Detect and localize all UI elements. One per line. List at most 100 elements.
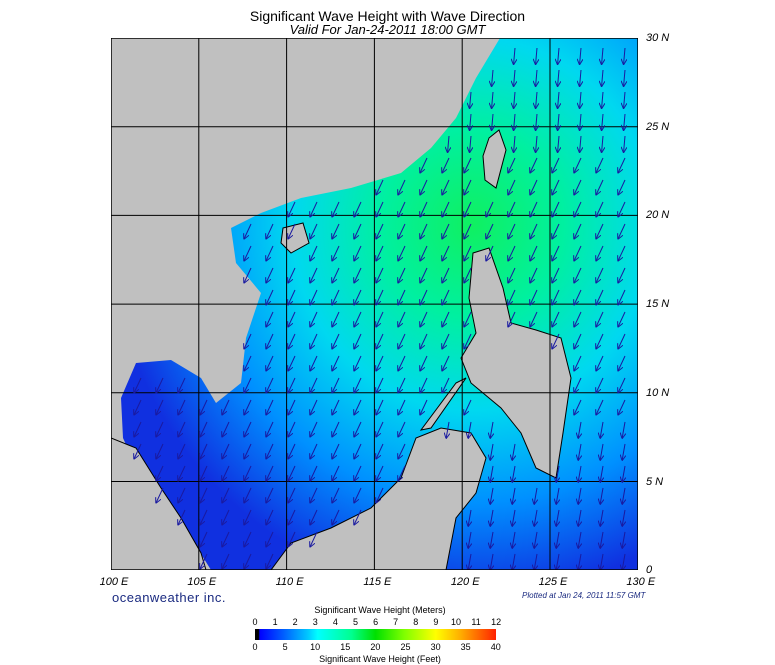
wave-direction-arrow [442, 289, 450, 305]
wave-direction-arrow [512, 509, 515, 526]
wave-direction-arrow [420, 157, 428, 173]
wave-direction-arrow [200, 487, 208, 503]
wave-direction-arrow [310, 289, 318, 305]
wave-direction-arrow [156, 443, 164, 459]
wave-direction-arrow [530, 157, 538, 173]
wave-direction-arrow [512, 531, 515, 548]
wave-direction-arrow [464, 157, 472, 173]
wave-direction-arrow [596, 245, 604, 261]
wave-direction-arrow [420, 289, 428, 305]
wave-direction-arrow [288, 443, 296, 459]
wave-direction-arrow [464, 245, 472, 261]
wave-direction-arrow [470, 135, 471, 152]
wave-direction-arrow [624, 113, 625, 130]
wave-direction-arrow [622, 421, 625, 438]
wave-direction-arrow [624, 47, 625, 64]
wave-direction-arrow [618, 157, 626, 173]
wave-direction-arrow [600, 531, 603, 548]
wave-direction-arrow [178, 443, 186, 459]
meters-tick: 4 [332, 617, 338, 627]
wave-direction-arrow [468, 509, 471, 526]
colorbar-title-meters: Significant Wave Height (Meters) [314, 605, 446, 615]
wave-direction-arrow [508, 157, 516, 173]
wave-direction-arrow [596, 399, 604, 415]
wave-direction-arrow [354, 289, 362, 305]
wave-direction-arrow [156, 377, 164, 393]
meters-tick: 1 [272, 617, 278, 627]
wave-direction-arrow [332, 333, 340, 349]
wave-direction-arrow [578, 465, 581, 482]
wave-direction-arrow [376, 267, 384, 283]
wave-direction-arrow [354, 223, 362, 239]
wave-direction-arrow [376, 223, 384, 239]
wave-direction-arrow [332, 443, 340, 459]
wave-direction-arrow [244, 355, 252, 371]
wave-direction-arrow [376, 465, 384, 481]
wave-direction-arrow [398, 311, 406, 327]
wave-direction-arrow [420, 267, 428, 283]
wave-direction-arrow [558, 69, 559, 86]
wave-direction-arrow [596, 223, 604, 239]
wave-direction-arrow [442, 245, 450, 261]
wave-direction-arrow [580, 135, 581, 152]
wave-direction-arrow [574, 333, 582, 349]
lon-label: 120 E [450, 576, 480, 588]
wave-direction-arrow [578, 531, 581, 548]
wave-direction-arrow [288, 399, 296, 415]
lat-label: 25 N [646, 120, 670, 133]
wave-direction-arrow [448, 135, 449, 152]
wave-direction-arrow [600, 553, 603, 570]
wave-direction-arrow [624, 135, 625, 152]
wave-direction-arrow [574, 201, 582, 217]
wave-direction-arrow [376, 487, 384, 503]
wave-direction-arrow [558, 47, 559, 64]
wave-direction-arrow [354, 311, 362, 327]
wave-direction-arrow [398, 443, 406, 459]
wave-direction-arrow [574, 399, 582, 415]
lon-label: 130 E [626, 576, 656, 588]
wave-direction-arrow [376, 289, 384, 305]
wave-direction-arrow [556, 465, 559, 482]
wave-direction-arrow [398, 399, 406, 415]
wave-direction-arrow [310, 355, 318, 371]
wave-direction-arrow [332, 509, 340, 525]
wave-direction-arrow [222, 487, 230, 503]
wave-direction-arrow [200, 553, 208, 569]
map-title: Significant Wave Height with Wave Direct… [249, 8, 526, 24]
wave-direction-arrow [574, 157, 582, 173]
land-borneo [270, 427, 487, 570]
wave-direction-arrow [534, 553, 537, 570]
wave-direction-arrow [514, 47, 515, 64]
wave-direction-arrow [442, 223, 450, 239]
wave-direction-arrow [442, 267, 450, 283]
wave-direction-arrow [156, 465, 164, 481]
wave-direction-arrow [512, 443, 515, 460]
wave-direction-arrow [580, 69, 581, 86]
wave-direction-arrow [600, 509, 603, 526]
wave-direction-arrow [536, 91, 537, 108]
wave-direction-arrow [596, 201, 604, 217]
wave-direction-arrow [134, 377, 142, 393]
wave-direction-arrow [222, 531, 230, 547]
wave-direction-arrow [310, 311, 318, 327]
wave-direction-arrow [178, 421, 186, 437]
lon-label: 125 E [538, 576, 568, 588]
wave-direction-arrow [492, 91, 493, 108]
wave-direction-arrow [490, 509, 493, 526]
wave-direction-arrow [354, 443, 362, 459]
wave-direction-arrow [552, 245, 560, 261]
wave-direction-arrow [244, 465, 252, 481]
meters-tick: 3 [312, 617, 318, 627]
wave-direction-arrow [266, 333, 274, 349]
wave-direction-arrow [178, 465, 186, 481]
wave-direction-arrow [266, 245, 274, 261]
wave-direction-arrow [398, 421, 406, 437]
wave-direction-arrow [556, 509, 559, 526]
wave-direction-arrow [552, 223, 560, 239]
meters-tick: 0 [252, 617, 258, 627]
wave-direction-arrow [490, 531, 493, 548]
wave-direction-arrow [332, 355, 340, 371]
wave-direction-arrow [574, 355, 582, 371]
wave-direction-arrow [578, 509, 581, 526]
